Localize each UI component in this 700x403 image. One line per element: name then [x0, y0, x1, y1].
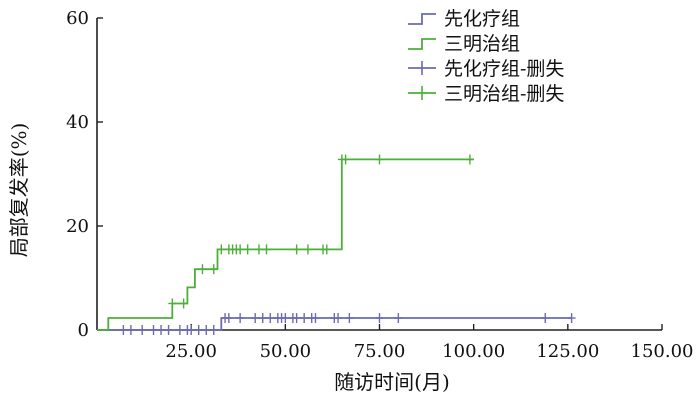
x-tick-label: 50.00 — [260, 341, 312, 362]
legend-item-3: 先化疗组-删失 — [408, 58, 564, 80]
censor-mark-series-2 — [375, 154, 384, 165]
censor-mark-series-1 — [194, 325, 203, 335]
y-tick-label: 0 — [78, 320, 89, 341]
censor-mark-series-1 — [300, 313, 309, 324]
x-tick-label: 25.00 — [165, 341, 217, 362]
y-axis-label: 局部复发率(%) — [7, 123, 31, 258]
legend-step-swatch — [408, 38, 436, 50]
censor-mark-series-1 — [251, 313, 260, 324]
censor-mark-series-1 — [266, 313, 275, 324]
censor-mark-series-2 — [254, 244, 263, 255]
legend-label: 先化疗组-删失 — [444, 58, 564, 80]
legend-item-4: 三明治组-删失 — [408, 83, 564, 105]
x-axis-label: 随访时间(月) — [334, 370, 450, 394]
x-tick-label: 75.00 — [354, 341, 406, 362]
censor-mark-series-2 — [243, 244, 252, 255]
legend-item-2: 三明治组 — [408, 33, 520, 55]
x-tick-label: 125.00 — [536, 341, 599, 362]
censor-mark-series-2 — [303, 244, 312, 255]
censor-mark-series-2 — [198, 264, 207, 275]
axes: 25.00 50.00 75.00 100.00 125.00 150.00 0 20 40 60 — [66, 8, 693, 362]
y-tick-label: 60 — [66, 8, 89, 29]
legend-label: 三明治组 — [444, 33, 520, 55]
y-tick-label: 40 — [66, 112, 89, 133]
censor-mark-series-1 — [281, 313, 290, 324]
censor-mark-series-2 — [209, 264, 218, 275]
legend-label: 三明治组-删失 — [444, 83, 564, 105]
censor-mark-series-1 — [541, 313, 550, 324]
censor-mark-series-1 — [164, 325, 173, 335]
censor-mark-series-1 — [394, 313, 403, 324]
legend-item-1: 先化疗组 — [408, 8, 520, 30]
y-tick-label: 20 — [66, 216, 89, 237]
censor-mark-series-1 — [209, 325, 218, 335]
censor-mark-series-2 — [341, 154, 350, 165]
x-tick-label: 100.00 — [442, 341, 505, 362]
censor-mark-series-1 — [175, 325, 184, 335]
series-layer — [97, 158, 572, 331]
legend-label: 先化疗组 — [444, 8, 520, 30]
series-line-2 — [97, 158, 474, 331]
censor-mark-series-1 — [126, 325, 135, 335]
censor-marks — [119, 154, 576, 335]
censor-mark-series-2 — [236, 244, 245, 255]
censor-mark-series-2 — [465, 154, 474, 165]
censor-mark-series-1 — [202, 325, 211, 335]
censor-mark-series-2 — [168, 298, 177, 309]
censor-mark-series-2 — [217, 244, 226, 255]
censor-mark-series-1 — [236, 313, 245, 324]
censor-mark-series-1 — [157, 325, 166, 335]
censor-mark-series-1 — [258, 313, 267, 324]
censor-mark-series-1 — [138, 325, 147, 335]
censor-mark-series-2 — [322, 244, 331, 255]
censor-mark-series-1 — [149, 325, 158, 335]
censor-mark-series-2 — [262, 244, 271, 255]
censor-mark-series-1 — [567, 313, 576, 324]
legend-step-swatch — [408, 13, 436, 25]
censor-mark-series-1 — [292, 313, 301, 324]
censor-mark-series-1 — [345, 313, 354, 324]
censor-mark-series-1 — [375, 313, 384, 324]
censor-mark-series-1 — [187, 325, 196, 335]
censor-mark-series-1 — [311, 313, 320, 324]
censor-mark-series-2 — [292, 244, 301, 255]
censor-mark-series-1 — [119, 325, 128, 335]
censor-mark-series-1 — [224, 313, 233, 324]
censor-mark-series-1 — [334, 313, 343, 324]
x-tick-label: 150.00 — [631, 341, 694, 362]
censor-mark-series-2 — [179, 298, 188, 309]
